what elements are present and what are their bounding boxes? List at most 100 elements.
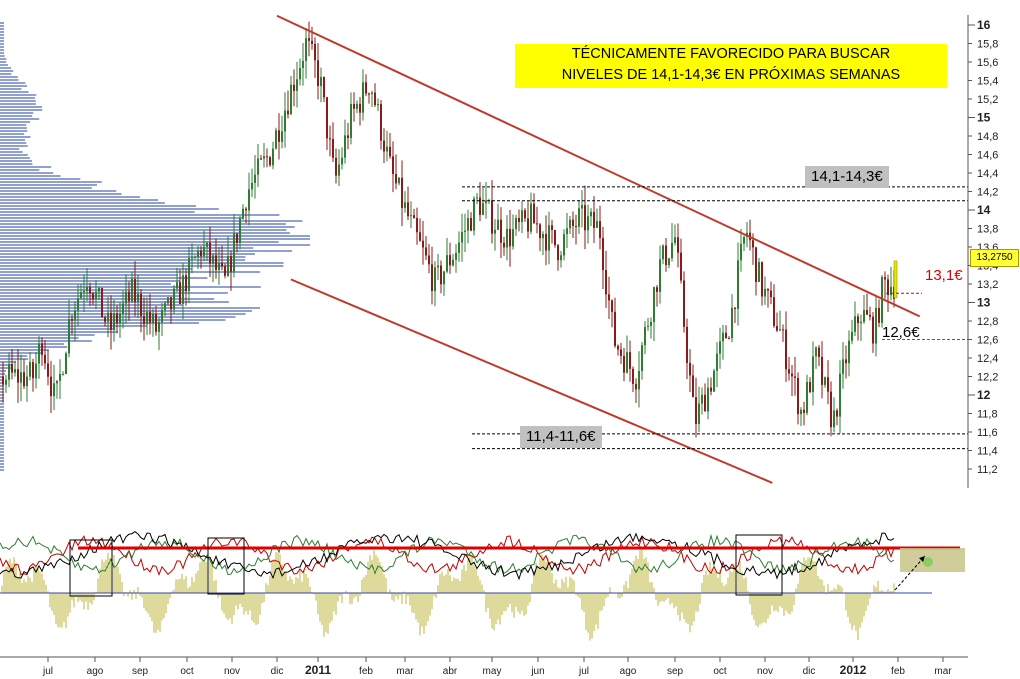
candle-up [29, 362, 31, 377]
volume-profile-bar [0, 25, 4, 27]
candle-up [494, 229, 496, 234]
candle-up [242, 208, 244, 219]
volume-profile-bar [0, 448, 4, 450]
volume-profile-bar [0, 22, 4, 24]
candle-down [803, 409, 805, 413]
candle-down [818, 347, 820, 357]
candle-down [347, 135, 349, 138]
candle-down [611, 300, 613, 312]
volume-profile-bar [0, 58, 7, 60]
candle-up [98, 287, 100, 292]
candle-up [35, 363, 37, 379]
candle-up [626, 352, 628, 373]
candle-up [248, 189, 250, 211]
x-tick-label: ago [87, 666, 104, 677]
candle-up [515, 218, 517, 230]
resistance-zone-label: 14,1-14,3€ [805, 166, 889, 188]
y-tick-label: 14,4 [977, 168, 998, 180]
y-tick-label: 12 [977, 388, 991, 402]
candle-up [377, 104, 379, 106]
volume-profile-bar [0, 445, 4, 447]
candle-down [431, 264, 433, 292]
candle-up [386, 146, 388, 152]
candle-down [509, 228, 511, 247]
candle-up [644, 326, 646, 346]
candle-down [524, 210, 526, 219]
candle-up [281, 131, 283, 142]
volume-profile-bar [0, 442, 4, 444]
candle-up [257, 158, 259, 175]
candle-up [674, 237, 676, 243]
candle-up [305, 38, 307, 61]
candle-down [416, 218, 418, 233]
x-tick-label: sep [667, 666, 684, 677]
candle-up [881, 277, 883, 323]
candle-down [224, 266, 226, 276]
volume-profile-bar [0, 328, 116, 330]
candle-up [521, 210, 523, 222]
candle-down [665, 245, 667, 266]
candle-down [392, 156, 394, 175]
candle-up [638, 371, 640, 390]
candle-up [161, 309, 163, 323]
candle-down [44, 354, 46, 364]
candlestick-series [2, 21, 898, 438]
y-tick-label: 13 [977, 296, 991, 310]
volume-profile-bar [0, 451, 4, 453]
candle-down [89, 286, 91, 294]
volume-profile-bar [0, 259, 246, 261]
candle-down [725, 332, 727, 339]
candle-down [872, 316, 874, 344]
candle-up [356, 103, 358, 109]
y-tick-label: 11,4 [977, 446, 998, 458]
candle-down [47, 363, 49, 377]
candle-up [542, 233, 544, 239]
candle-down [170, 297, 172, 310]
y-tick-label: 13,8 [977, 224, 998, 236]
volume-profile-bar [0, 427, 4, 429]
volume-profile-bar [0, 163, 33, 165]
candle-up [482, 203, 484, 215]
volume-profile-bar [0, 361, 16, 363]
highlight-box [735, 534, 783, 596]
candle-down [116, 313, 118, 324]
candle-up [443, 271, 445, 285]
candle-down [230, 255, 232, 272]
x-tick-label: nov [757, 666, 773, 677]
volume-profile-bar [0, 235, 310, 237]
candle-up [125, 291, 127, 304]
candle-down [827, 377, 829, 392]
volume-profile-bar [0, 421, 4, 423]
volume-profile-bar [0, 121, 31, 123]
candle-down [236, 233, 238, 243]
candle-up [464, 230, 466, 233]
candle-down [365, 82, 367, 94]
volume-profile-bar [0, 322, 199, 324]
candle-down [770, 290, 772, 298]
candle-up [218, 262, 220, 271]
candle-up [497, 219, 499, 230]
volume-profile-bar [0, 331, 118, 333]
candle-down [656, 287, 658, 292]
candle-down [185, 275, 187, 292]
candle-up [512, 229, 514, 247]
candle-up [722, 332, 724, 342]
volume-profile-bar [0, 214, 280, 216]
volume-profile-bar [0, 403, 4, 405]
candle-up [410, 215, 412, 217]
candle-up [452, 259, 454, 266]
candle-up [458, 242, 460, 253]
candle-down [470, 217, 472, 231]
volume-profile-bar [0, 160, 33, 162]
candle-down [50, 376, 52, 397]
volume-profile-bar [0, 76, 18, 78]
candle-down [359, 103, 361, 113]
volume-profile-bar [0, 250, 292, 252]
candle-up [764, 288, 766, 297]
candle-down [857, 316, 859, 324]
candle-down [710, 387, 712, 392]
candle-up [812, 356, 814, 393]
volume-profile-bar [0, 46, 4, 48]
volume-profile-bar [0, 292, 228, 294]
candle-down [293, 84, 295, 91]
